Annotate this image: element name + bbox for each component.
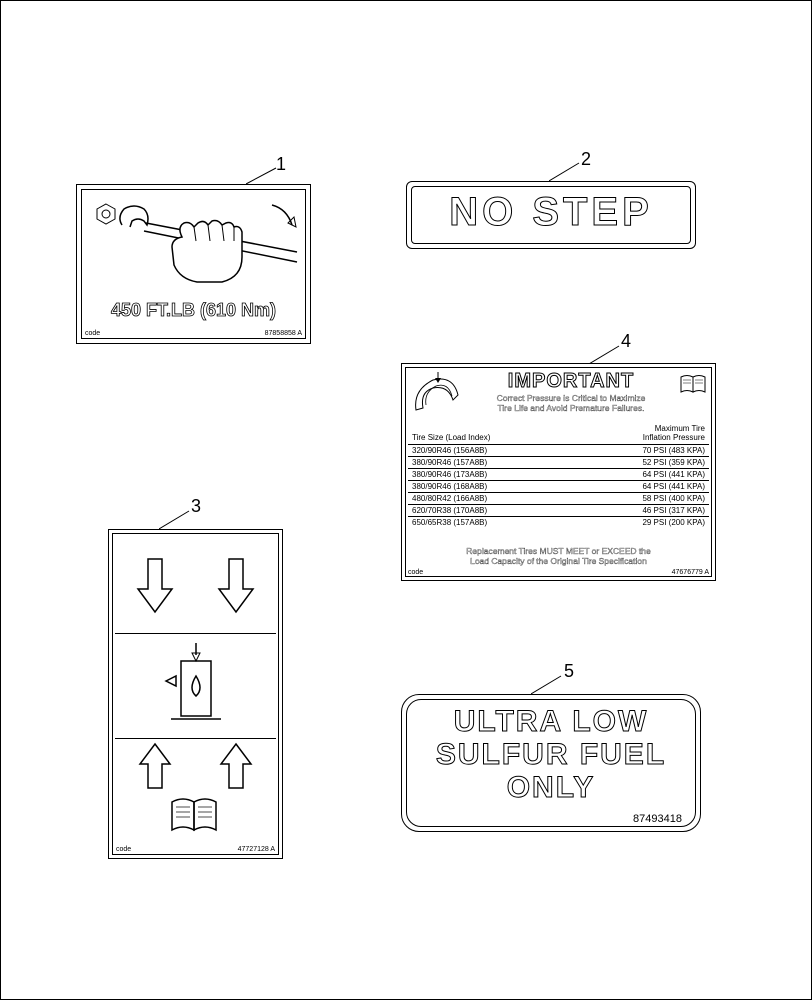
subtitle-1: Correct Pressure is Critical to Maximize xyxy=(463,393,679,403)
decal-tire-pressure: IMPORTANT Correct Pressure is Critical t… xyxy=(401,363,716,581)
tire-row: 620/70R38 (170A8B)46 PSI (317 KPA) xyxy=(408,505,709,517)
col2-header-2: Inflation Pressure xyxy=(643,433,705,442)
callout-line-3 xyxy=(159,509,194,531)
tire-table-body: 320/90R46 (156A8B)70 PSI (483 KPA)380/90… xyxy=(408,445,709,528)
tire-row: 320/90R46 (156A8B)70 PSI (483 KPA) xyxy=(408,445,709,457)
callout-line-1 xyxy=(246,166,281,186)
book-icon xyxy=(168,794,223,836)
part-number: 87858858 A xyxy=(265,330,302,337)
callout-line-2 xyxy=(549,161,584,183)
col1-header: Tire Size (Load Index) xyxy=(412,433,490,442)
important-title: IMPORTANT xyxy=(463,370,679,393)
arrow-down-icon xyxy=(217,554,255,614)
decal-hydraulic: code 47727128 A xyxy=(108,529,283,859)
hydraulic-reservoir-icon xyxy=(156,641,236,731)
tire-row: 480/80R42 (166A8B)58 PSI (400 KPA) xyxy=(408,493,709,505)
arrow-up-icon xyxy=(138,742,172,790)
code-label: code xyxy=(408,569,423,576)
tire-row: 380/90R46 (173A8B)64 PSI (441 KPA) xyxy=(408,469,709,481)
tire-row: 650/65R38 (157A8B)29 PSI (200 KPA) xyxy=(408,517,709,528)
decal-fuel: ULTRA LOW SULFUR FUEL ONLY 87493418 xyxy=(401,694,701,832)
tire-icon xyxy=(408,370,463,420)
tire-row: 380/90R46 (168A8B)64 PSI (441 KPA) xyxy=(408,481,709,493)
footer-1: Replacement Tires MUST MEET or EXCEED th… xyxy=(408,546,709,556)
no-step-text: NO STEP xyxy=(407,190,695,235)
subtitle-2: Tire Life and Avoid Premature Failures. xyxy=(463,403,679,413)
book-icon xyxy=(679,372,709,397)
part-number: 47727128 A xyxy=(238,846,275,853)
code-label: code xyxy=(116,846,131,853)
fuel-line-2: SULFUR FUEL xyxy=(402,738,700,771)
fuel-line-3: ONLY xyxy=(402,771,700,804)
code-label: code xyxy=(85,330,100,337)
col2-header-1: Maximum Tire xyxy=(643,424,705,433)
arrow-down-icon xyxy=(136,554,174,614)
decal-no-step: NO STEP xyxy=(406,181,696,249)
tire-row: 380/90R46 (157A8B)52 PSI (359 KPA) xyxy=(408,457,709,469)
arrow-up-icon xyxy=(219,742,253,790)
torque-text: 450 FT.LB (610 Nm) xyxy=(77,300,310,321)
fuel-line-1: ULTRA LOW xyxy=(402,705,700,738)
callout-line-5 xyxy=(531,674,566,696)
footer-2: Load Capacity of the Original Tire Speci… xyxy=(408,556,709,566)
decal-torque: 450 FT.LB (610 Nm) code 87858858 A xyxy=(76,184,311,344)
wrench-hand-icon xyxy=(112,197,302,297)
part-number: 47676779 A xyxy=(672,569,709,576)
part-number: 87493418 xyxy=(633,813,682,825)
